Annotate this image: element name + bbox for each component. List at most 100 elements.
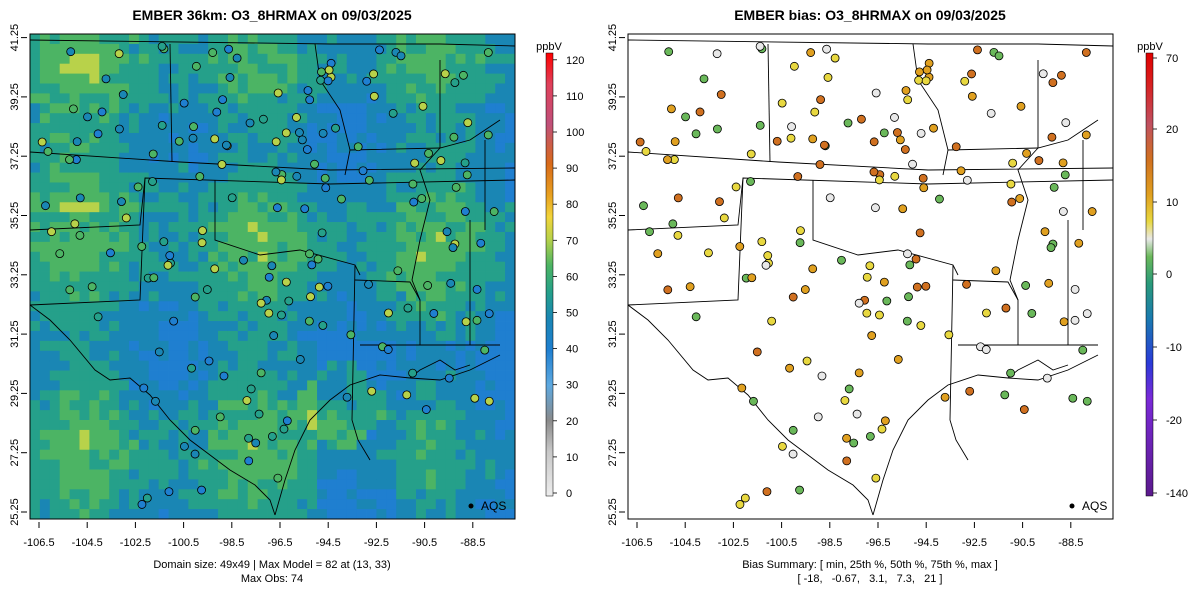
station-marker (1021, 281, 1031, 290)
station-marker (358, 166, 368, 176)
grid-cell (109, 330, 120, 342)
grid-cell (128, 400, 140, 411)
grid-cell (346, 311, 358, 322)
grid-cell (475, 291, 486, 302)
grid-cell (158, 63, 169, 74)
grid-cell (445, 459, 457, 470)
grid-cell (89, 132, 100, 144)
grid-cell (178, 83, 189, 94)
station-marker (893, 355, 903, 364)
grid-cell (30, 63, 41, 74)
grid-cell (218, 83, 229, 94)
grid-cell (495, 34, 506, 45)
grid-cell (297, 321, 308, 332)
grid-cell (396, 449, 407, 461)
station-marker (169, 316, 179, 326)
grid-cell (396, 73, 407, 84)
grid-cell (39, 420, 51, 431)
grid-cell (445, 73, 457, 84)
grid-cell (317, 241, 328, 253)
station-marker (645, 227, 654, 237)
grid-cell (188, 34, 199, 45)
grid-cell (317, 212, 328, 223)
x-tick-label: -88.5 (460, 537, 485, 549)
station-marker (246, 384, 256, 394)
grid-cell (59, 53, 70, 65)
grid-cell (317, 202, 328, 213)
grid-cell (128, 93, 140, 104)
grid-cell (109, 202, 120, 213)
grid-cell (178, 469, 189, 480)
grid-cell (69, 390, 80, 401)
grid-cell (237, 34, 249, 45)
grid-cell (99, 439, 110, 451)
grid-cell (326, 152, 338, 164)
grid-cell (188, 83, 199, 94)
grid-cell (336, 162, 348, 173)
grid-cell (445, 172, 457, 183)
grid-cell (89, 271, 100, 282)
grid-cell (386, 231, 397, 243)
station-marker (323, 281, 333, 291)
grid-cell (287, 380, 298, 391)
grid-cell (495, 231, 506, 243)
grid-cell (406, 113, 417, 124)
station-marker (1070, 285, 1080, 294)
grid-cell (356, 390, 367, 401)
grid-cell (148, 420, 160, 431)
station-marker (902, 316, 912, 326)
grid-cell (435, 370, 447, 381)
grid-cell (475, 43, 486, 55)
grid-cell (158, 73, 169, 84)
grid-cell (198, 281, 209, 292)
grid-cell (178, 241, 189, 253)
station-marker (869, 137, 879, 147)
grid-cell (208, 271, 219, 282)
grid-cell (178, 192, 189, 203)
grid-cell (287, 360, 298, 371)
grid-cell (445, 509, 457, 519)
grid-cell (435, 340, 447, 352)
grid-cell (237, 212, 249, 223)
grid-cell (416, 83, 427, 94)
grid-cell (465, 469, 476, 480)
grid-cell (128, 231, 140, 243)
grid-cell (188, 370, 199, 381)
grid-cell (138, 439, 150, 451)
grid-cell (208, 429, 219, 441)
grid-cell (247, 390, 259, 401)
grid-cell (188, 439, 199, 451)
grid-cell (425, 400, 437, 411)
grid-cell (30, 192, 41, 203)
grid-cell (356, 489, 367, 500)
grid-cell (317, 83, 328, 94)
grid-cell (386, 489, 397, 500)
station-marker (695, 107, 705, 117)
grid-cell (505, 301, 515, 312)
grid-cell (158, 439, 169, 451)
station-marker (409, 197, 419, 207)
grid-cell (89, 241, 100, 253)
grid-cell (119, 350, 130, 362)
station-marker (735, 500, 745, 509)
grid-cell (178, 73, 189, 84)
grid-cell (148, 123, 160, 134)
grid-cell (267, 93, 278, 104)
grid-cell (455, 370, 466, 381)
grid-cell (287, 420, 298, 431)
station-marker (408, 368, 418, 378)
grid-cell (178, 311, 189, 322)
grid-cell (287, 390, 298, 401)
colorbar-tick-label: 80 (566, 199, 578, 211)
grid-cell (465, 83, 476, 94)
grid-cell (277, 73, 288, 84)
grid-cell (109, 410, 120, 421)
station-marker (854, 298, 864, 308)
station-marker (259, 114, 268, 124)
grid-cell (30, 291, 41, 302)
grid-cell (317, 132, 328, 144)
grid-cell (485, 360, 496, 371)
station-marker (313, 254, 323, 264)
station-marker (403, 303, 413, 313)
grid-cell (188, 43, 199, 55)
